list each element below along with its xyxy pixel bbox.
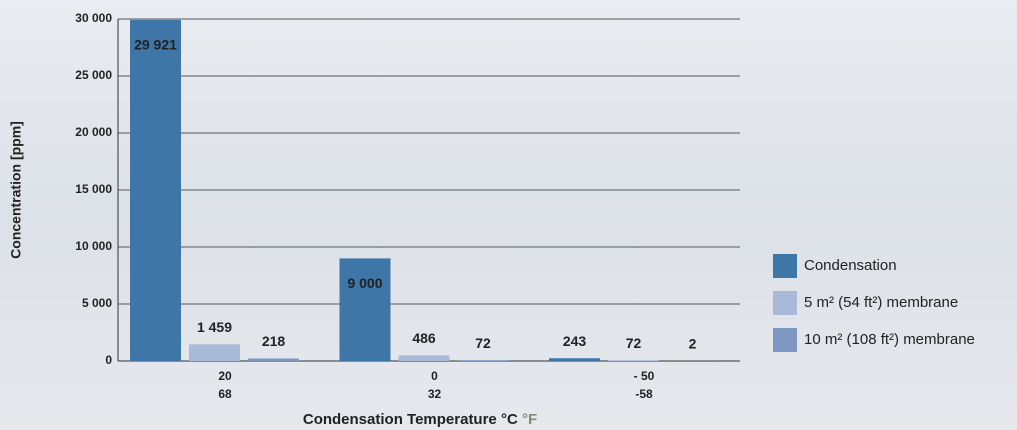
x-tick-label-secondary: -58 [635,387,653,401]
value-label: 1 459 [197,319,232,335]
legend-swatch [773,291,797,315]
bar [549,358,600,361]
x-axis-title-f: °F [522,411,537,428]
bar [339,258,391,361]
bar [189,344,240,361]
y-tick-label: 25 000 [75,68,112,82]
value-label: 29 921 [134,37,177,53]
value-label: 9 000 [347,275,382,291]
x-axis-title: Condensation Temperature °C °F [303,411,537,428]
x-tick-label: - 50 [634,369,655,383]
value-label: 72 [626,335,642,351]
value-label: 486 [412,330,436,346]
x-tick-label-secondary: 32 [428,387,442,401]
y-tick-label: 15 000 [75,182,112,196]
bar [248,358,299,361]
value-label: 2 [689,336,697,352]
value-label: 218 [262,333,286,349]
value-label: 243 [563,333,587,349]
y-tick-label: 20 000 [75,125,112,139]
y-tick-label: 30 000 [75,11,112,25]
bar [457,360,509,361]
y-tick-label: 0 [105,353,112,367]
bar [608,360,659,361]
bar [130,19,181,361]
x-tick-label: 0 [431,369,438,383]
y-tick-label: 5 000 [82,296,112,310]
x-tick-label-secondary: 68 [218,387,232,401]
x-axis-title-c: Condensation Temperature °C [303,411,518,428]
legend-swatch [773,254,797,278]
legend-label: Condensation [804,257,897,274]
y-axis-title: Concentration [ppm] [8,121,24,259]
legend-swatch [773,328,797,352]
legend-label: 10 m² (108 ft²) membrane [804,331,975,348]
legend-label: 5 m² (54 ft²) membrane [804,294,958,311]
x-tick-label: 20 [218,369,232,383]
y-tick-label: 10 000 [75,239,112,253]
value-label: 72 [475,335,491,351]
bar [398,355,450,361]
